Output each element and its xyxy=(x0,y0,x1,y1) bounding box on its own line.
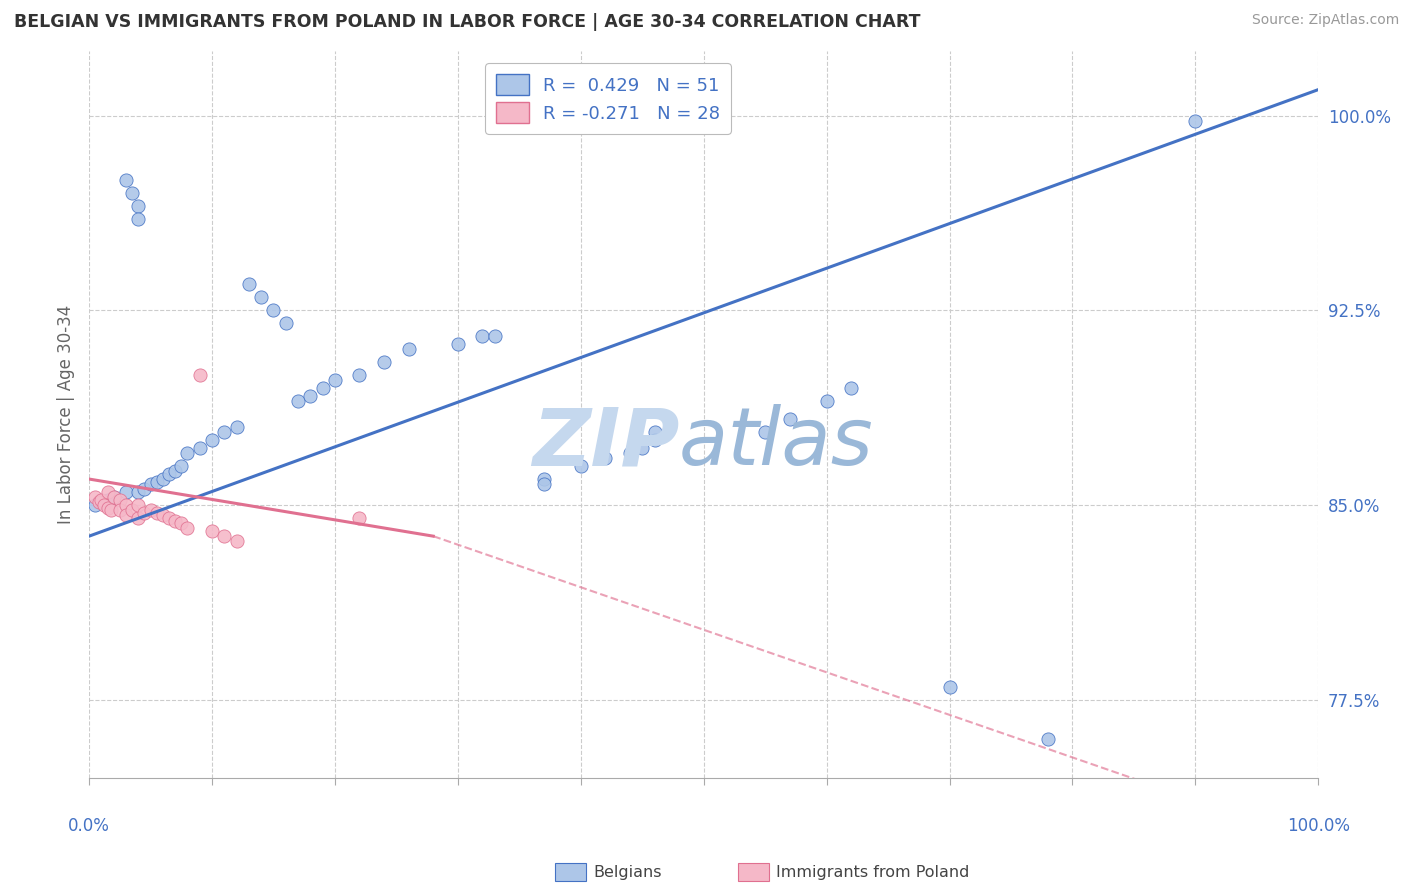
Y-axis label: In Labor Force | Age 30-34: In Labor Force | Age 30-34 xyxy=(58,304,75,524)
Point xyxy=(323,373,346,387)
Point xyxy=(349,368,371,383)
Text: 0.0%: 0.0% xyxy=(67,816,110,835)
Point xyxy=(349,511,371,525)
Point xyxy=(373,355,395,369)
Point xyxy=(262,303,284,318)
Point xyxy=(238,277,260,292)
Point xyxy=(619,446,641,460)
Point xyxy=(127,498,149,512)
Point xyxy=(201,524,224,538)
Point xyxy=(631,441,654,455)
Point xyxy=(170,458,193,473)
Point xyxy=(287,394,309,409)
Point xyxy=(108,503,131,517)
Point xyxy=(1184,113,1206,128)
Point xyxy=(447,337,470,351)
Point xyxy=(152,508,174,523)
Point xyxy=(145,475,167,489)
Point xyxy=(188,368,211,383)
Point xyxy=(134,506,156,520)
Point xyxy=(839,381,862,395)
Point xyxy=(127,511,149,525)
Point xyxy=(225,534,247,549)
Point xyxy=(815,394,838,409)
Point xyxy=(533,477,555,491)
Point xyxy=(484,329,506,343)
Point xyxy=(176,446,198,460)
Point xyxy=(165,464,187,478)
Point xyxy=(100,503,122,517)
Point xyxy=(299,389,322,403)
Point xyxy=(145,506,167,520)
Text: ZIP: ZIP xyxy=(531,404,679,483)
Point xyxy=(201,433,224,447)
Point xyxy=(90,495,112,509)
Point xyxy=(84,490,107,504)
Point xyxy=(121,503,143,517)
Point xyxy=(398,343,420,357)
Text: atlas: atlas xyxy=(679,404,875,483)
Point xyxy=(127,199,149,213)
Point xyxy=(165,514,187,528)
Point xyxy=(779,412,801,426)
Point xyxy=(84,498,107,512)
Point xyxy=(103,490,125,504)
Point xyxy=(188,441,211,455)
Point xyxy=(115,485,138,500)
Point xyxy=(96,500,118,515)
Point xyxy=(96,485,118,500)
Point xyxy=(115,173,138,187)
Point xyxy=(139,503,162,517)
Point xyxy=(121,186,143,201)
Legend: R =  0.429   N = 51, R = -0.271   N = 28: R = 0.429 N = 51, R = -0.271 N = 28 xyxy=(485,63,731,134)
Point xyxy=(311,381,333,395)
Point xyxy=(225,420,247,434)
Point xyxy=(170,516,193,531)
Point xyxy=(176,521,198,535)
Point xyxy=(152,472,174,486)
Point xyxy=(157,467,180,481)
Point xyxy=(93,498,115,512)
Point xyxy=(274,316,297,330)
Point xyxy=(214,529,236,543)
Point xyxy=(96,492,118,507)
Point xyxy=(754,425,776,440)
Point xyxy=(127,485,149,500)
Point xyxy=(644,433,666,447)
Point xyxy=(127,212,149,227)
Text: Belgians: Belgians xyxy=(593,865,662,880)
Point xyxy=(115,508,138,523)
Point xyxy=(103,490,125,504)
Point xyxy=(134,483,156,497)
Point xyxy=(87,495,110,509)
Point xyxy=(108,492,131,507)
Point xyxy=(157,511,180,525)
Point xyxy=(1036,731,1059,746)
Point xyxy=(471,329,494,343)
Text: 100.0%: 100.0% xyxy=(1286,816,1350,835)
Text: Source: ZipAtlas.com: Source: ZipAtlas.com xyxy=(1251,13,1399,28)
Point xyxy=(938,680,960,694)
Text: BELGIAN VS IMMIGRANTS FROM POLAND IN LABOR FORCE | AGE 30-34 CORRELATION CHART: BELGIAN VS IMMIGRANTS FROM POLAND IN LAB… xyxy=(14,13,921,31)
Point xyxy=(115,498,138,512)
Point xyxy=(595,451,617,466)
Point xyxy=(139,477,162,491)
Point xyxy=(214,425,236,440)
Point xyxy=(533,472,555,486)
Point xyxy=(569,458,592,473)
Point xyxy=(90,492,112,507)
Text: Immigrants from Poland: Immigrants from Poland xyxy=(776,865,970,880)
Point xyxy=(250,290,273,304)
Point xyxy=(644,425,666,440)
